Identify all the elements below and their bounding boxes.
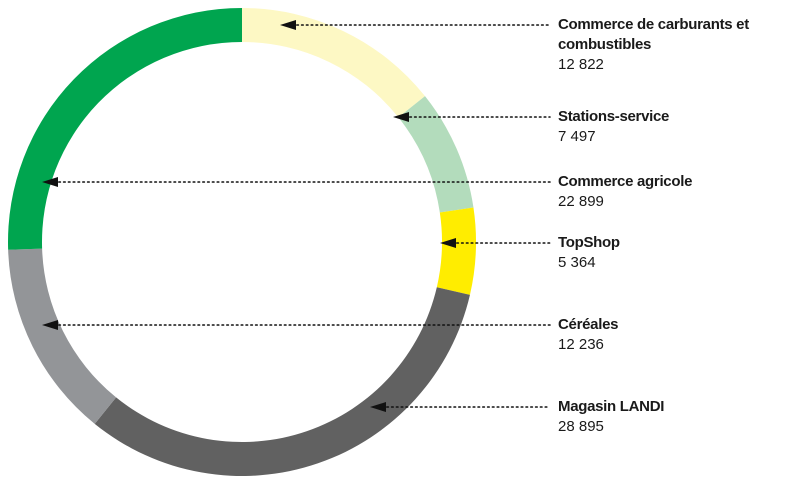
value-label: 12 822 — [558, 56, 604, 73]
arrowhead — [42, 177, 58, 187]
arrowhead — [440, 238, 456, 248]
donut-slice — [8, 8, 243, 250]
arrowhead — [393, 112, 409, 122]
category-name: Magasin LANDI — [558, 398, 665, 415]
arrowhead — [42, 320, 58, 330]
slice-label: Commerce agricole 22 899 — [558, 172, 753, 212]
arrowhead — [280, 20, 296, 30]
category-name: Stations-service — [558, 108, 670, 125]
slice-label: TopShop 5 364 — [558, 233, 753, 273]
value-label: 22 899 — [558, 193, 604, 210]
slice-label: Stations-service 7 497 — [558, 107, 753, 147]
category-name: Céréales — [558, 316, 619, 333]
donut-slice — [94, 287, 470, 476]
slice-label: Céréales 12 236 — [558, 315, 753, 355]
category-name: TopShop — [558, 234, 620, 251]
slice-label: Commerce de carburants et combustibles 12… — [558, 15, 753, 75]
category-name: Commerce agricole — [558, 173, 693, 190]
value-label: 7 497 — [558, 128, 596, 145]
donut-slice — [398, 96, 474, 213]
donut-slice — [242, 8, 426, 118]
slice-label: Magasin LANDI 28 895 — [558, 397, 753, 437]
arrowhead — [370, 402, 386, 412]
value-label: 5 364 — [558, 254, 596, 271]
donut-slice — [436, 207, 477, 295]
donut-slice — [8, 248, 117, 424]
value-label: 12 236 — [558, 336, 604, 353]
value-label: 28 895 — [558, 418, 604, 435]
category-name: Commerce de carburants et combustibles — [558, 16, 749, 53]
